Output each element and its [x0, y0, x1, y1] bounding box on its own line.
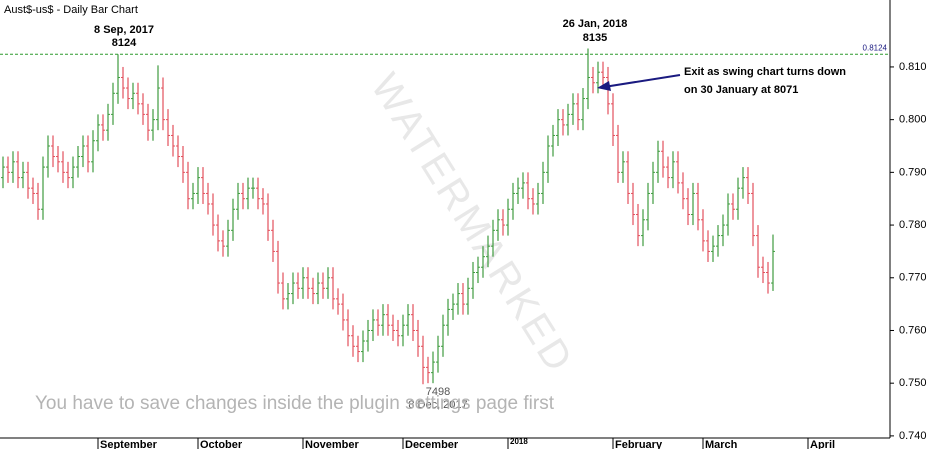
y-tick-label: 0.750 [899, 377, 927, 389]
annotation: 7498 [426, 386, 450, 398]
x-tick-label: April [810, 439, 835, 449]
arrow-shaft [603, 74, 681, 88]
x-tick-label: October [200, 439, 243, 449]
annotation: 8135 [583, 32, 607, 44]
y-tick-label: 0.780 [899, 219, 927, 231]
y-tick-label: 0.790 [899, 166, 927, 178]
x-tick-label: September [100, 439, 158, 449]
y-tick-label: 0.810 [899, 61, 927, 73]
y-tick-label: 0.740 [899, 430, 927, 442]
notice: You have to save changes inside the plug… [35, 393, 555, 414]
annotation: 8 Dec, 2017 [408, 399, 467, 411]
chart-title: Aust$-us$ - Daily Bar Chart [4, 4, 138, 16]
annotation: on 30 January at 8071 [684, 84, 798, 96]
annotation: 26 Jan, 2018 [563, 18, 628, 30]
y-tick-label: 0.800 [899, 114, 927, 126]
x-tick-label: November [305, 439, 360, 449]
annotation: 8124 [112, 37, 137, 49]
arrow-head [597, 81, 611, 91]
y-tick-label: 0.760 [899, 324, 927, 336]
x-tick-label: December [405, 439, 459, 449]
annotation: 8 Sep, 2017 [94, 24, 154, 36]
annotation: Exit as swing chart turns down [684, 66, 846, 78]
x-tick-label: February [615, 439, 663, 449]
bars [1, 48, 775, 385]
reference-label: 0.8124 [863, 43, 888, 52]
x-tick-label: March [705, 439, 738, 449]
x-tick-label: 2018 [510, 437, 528, 446]
y-tick-label: 0.770 [899, 272, 927, 284]
